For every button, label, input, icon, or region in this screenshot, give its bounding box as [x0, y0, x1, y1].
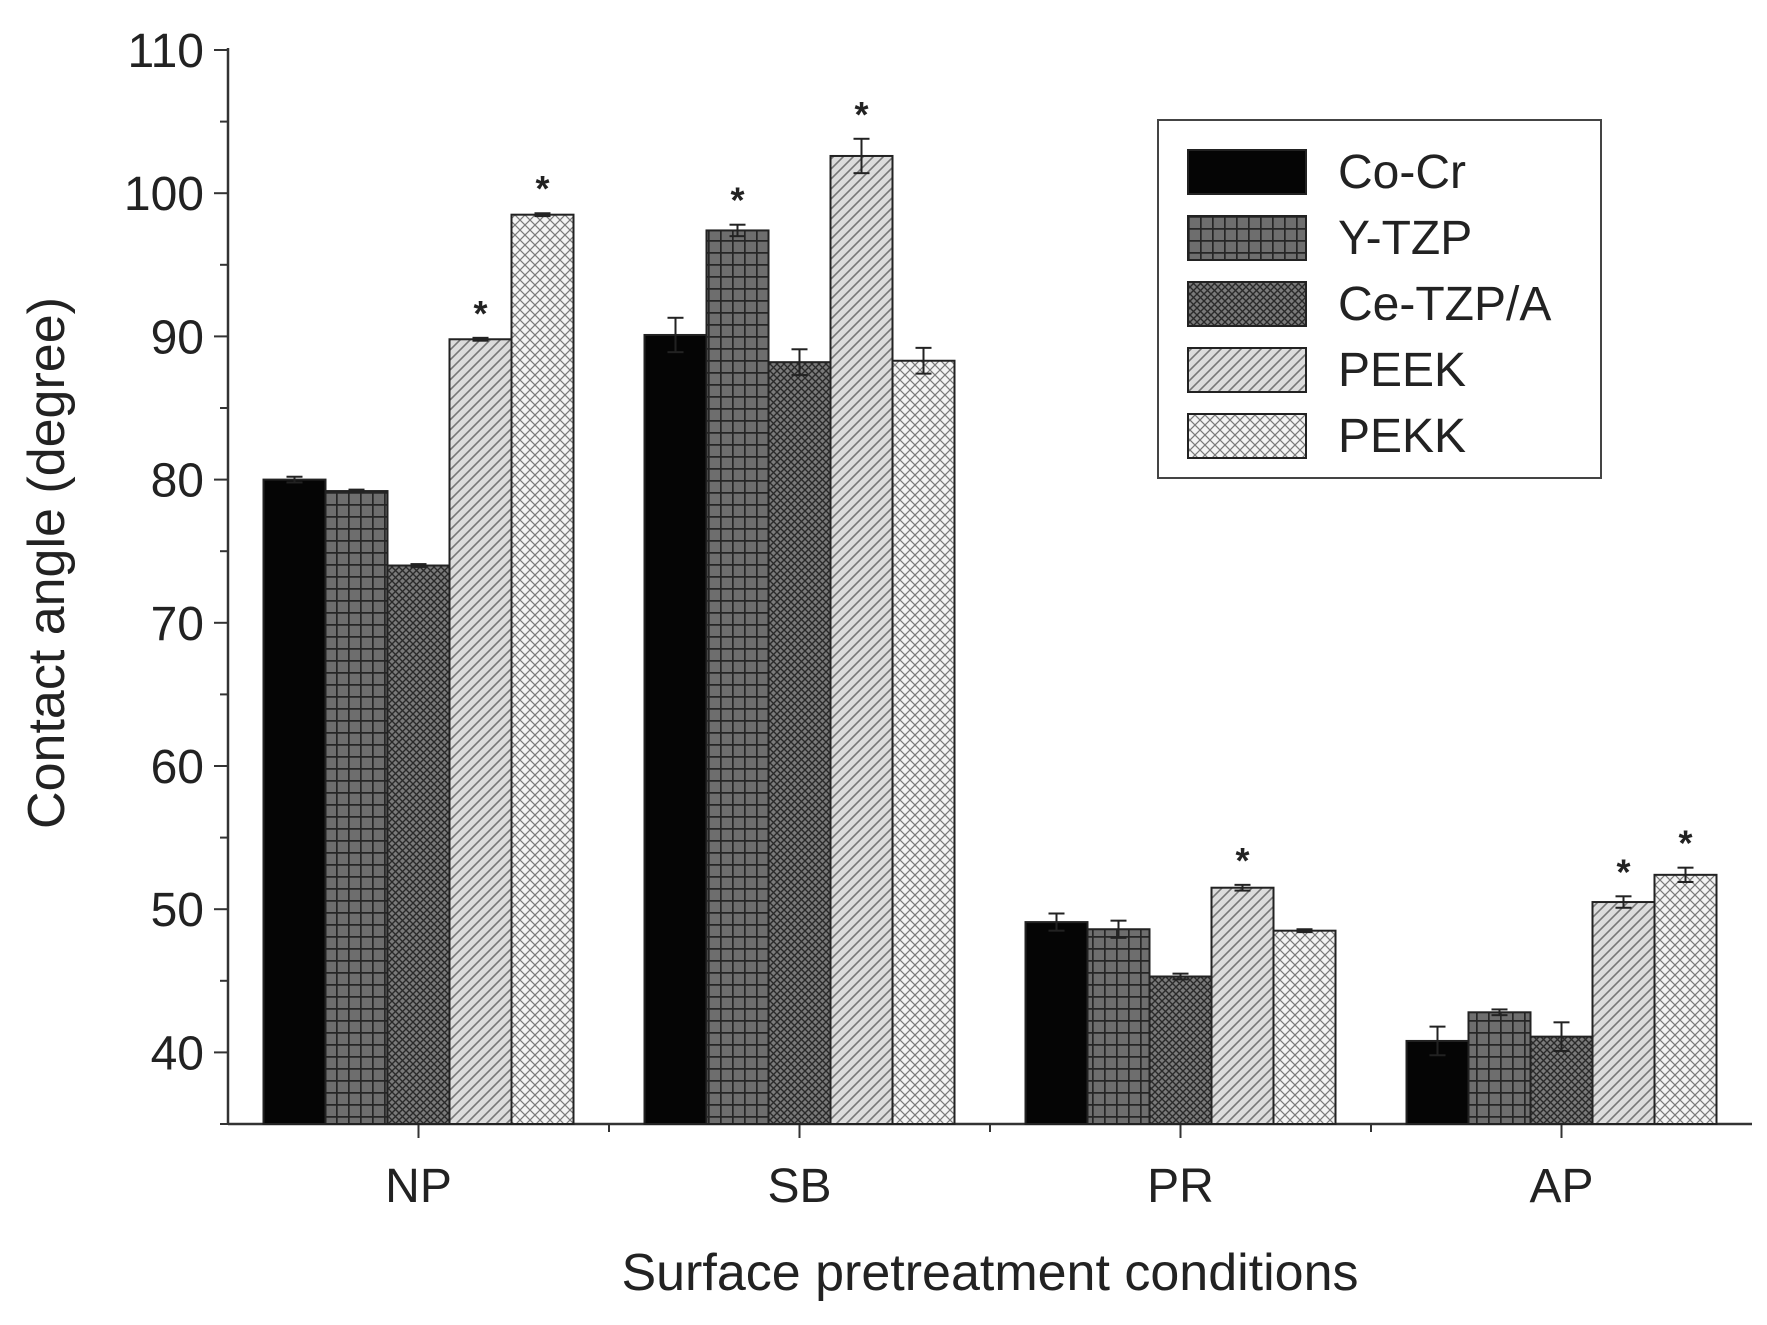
significance-marker: * — [1616, 851, 1630, 892]
y-tick-label: 40 — [151, 1027, 204, 1080]
legend-label: PEEK — [1338, 344, 1466, 397]
significance-marker: * — [854, 94, 868, 135]
y-axis-label: Contact angle (degree) — [18, 297, 76, 829]
bar — [1272, 929, 1337, 1125]
bar — [448, 338, 513, 1126]
bar — [643, 333, 708, 1125]
significance-marker: * — [730, 180, 744, 221]
y-tick-label: 60 — [151, 741, 204, 794]
significance-marker: * — [1678, 823, 1692, 864]
legend-swatch — [1187, 413, 1307, 459]
bar — [705, 229, 770, 1125]
legend-swatch — [1187, 281, 1307, 327]
significance-marker: * — [473, 293, 487, 334]
significance-marker: * — [535, 168, 549, 209]
legend-swatch — [1187, 215, 1307, 261]
legend: Co-Cr Y-TZP Ce-TZP/A PEEK PEKK — [1157, 119, 1602, 479]
x-tick-label: NP — [385, 1160, 452, 1213]
bar — [891, 359, 956, 1125]
bar — [324, 490, 389, 1125]
y-tick-label: 90 — [151, 311, 204, 364]
legend-swatch — [1187, 149, 1307, 195]
x-tick-label: PR — [1147, 1160, 1214, 1213]
x-axis-label: Surface pretreatment conditions — [621, 1244, 1358, 1302]
bar — [1653, 873, 1718, 1125]
bar — [262, 478, 327, 1126]
legend-label: PEKK — [1338, 410, 1466, 463]
y-tick-label: 70 — [151, 598, 204, 651]
y-tick-label: 110 — [127, 25, 204, 78]
y-tick-label: 50 — [151, 884, 204, 937]
x-tick-label: AP — [1529, 1160, 1593, 1213]
y-tick-label: 100 — [124, 168, 204, 221]
bar — [386, 564, 451, 1125]
y-tick-label: 80 — [151, 455, 204, 508]
legend-label: Co-Cr — [1338, 146, 1466, 199]
bar — [1210, 886, 1275, 1125]
bar — [1148, 975, 1213, 1126]
bar — [767, 361, 832, 1125]
legend-swatch — [1187, 347, 1307, 393]
significance-marker: * — [1235, 840, 1249, 881]
bar — [1024, 921, 1089, 1126]
bar — [510, 213, 575, 1125]
bar — [1467, 1011, 1532, 1126]
bar — [1591, 901, 1656, 1125]
legend-label: Ce-TZP/A — [1338, 278, 1551, 331]
plot-area: 40 50 60 70 80 90 100 110 NP * * SB * * PR * AP * * — [124, 25, 1752, 1213]
x-tick-label: SB — [767, 1160, 831, 1213]
legend-label: Y-TZP — [1338, 212, 1472, 265]
bar — [829, 154, 894, 1125]
bar — [1086, 928, 1151, 1125]
